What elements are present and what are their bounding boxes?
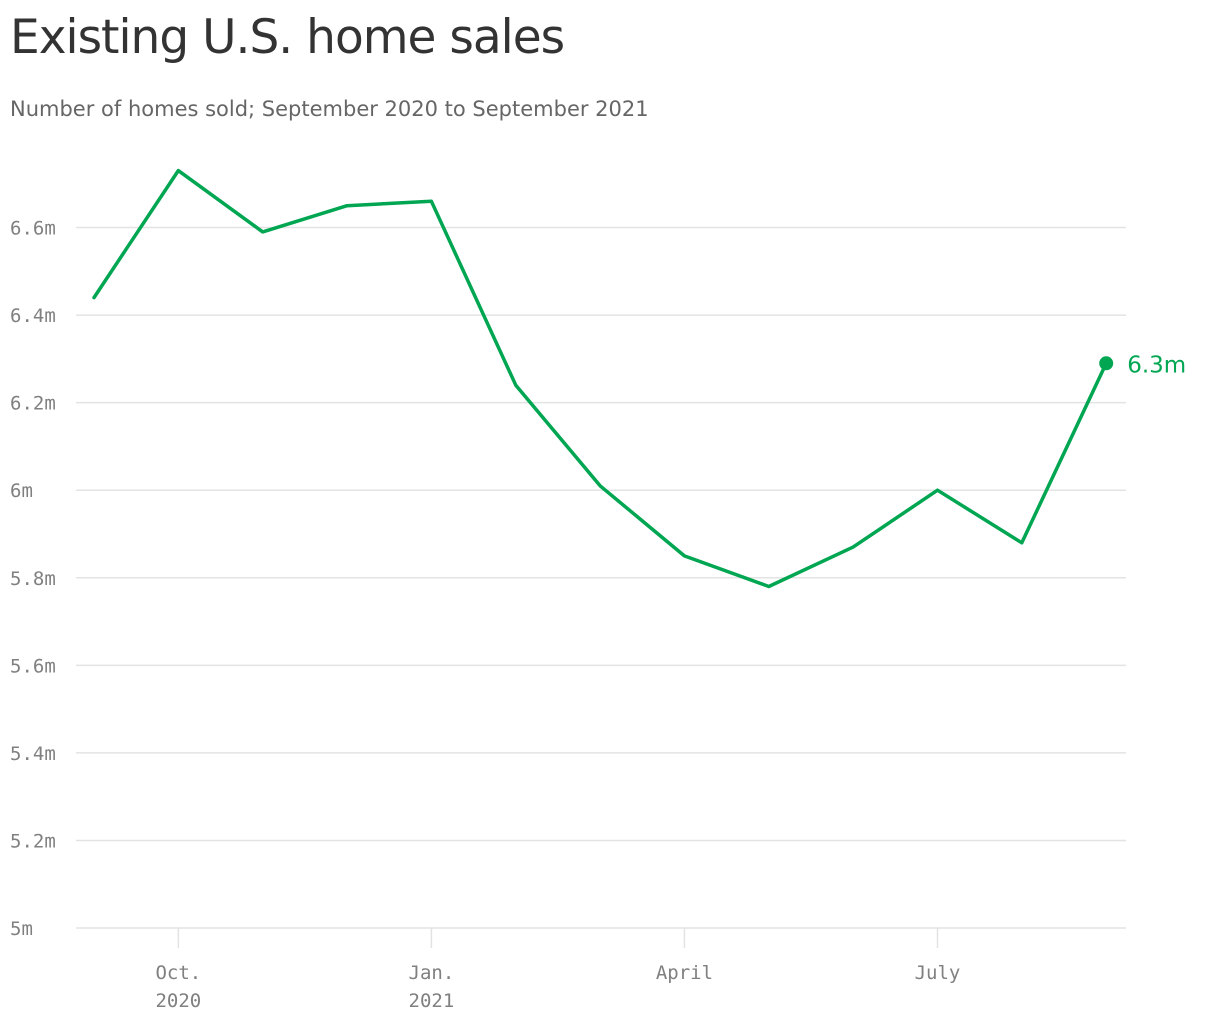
x-axis: Oct. 2020 Jan. 2021 April July [155, 928, 960, 1012]
y-tick-label: 5.2m [10, 830, 56, 852]
series-line [92, 168, 1108, 589]
y-tick-label: 6m [10, 480, 33, 502]
y-tick-label: 5m [10, 918, 33, 940]
chart-title: Existing U.S. home sales [10, 10, 565, 65]
y-axis-labels: 5m 5.2m 5.4m 5.6m 5.8m 6m 6.2m 6.4m 6.6m [10, 218, 56, 940]
y-tick-label: 5.8m [10, 568, 56, 590]
y-gridlines [76, 226, 1126, 929]
y-tick-label: 5.4m [10, 743, 56, 765]
x-tick-label: July [915, 962, 961, 984]
end-value-label: 6.3m [1127, 352, 1186, 378]
x-tick-label: April [656, 962, 713, 984]
x-tick-label: Jan. 2021 [409, 962, 455, 1012]
y-tick-label: 6.4m [10, 305, 56, 327]
x-tick-label: Oct. 2020 [155, 962, 201, 1012]
end-point-marker [1099, 356, 1114, 371]
y-tick-label: 6.6m [10, 218, 56, 240]
chart-subtitle: Number of homes sold; September 2020 to … [10, 97, 649, 121]
y-tick-label: 5.6m [10, 655, 56, 677]
series-home-sales: 6.3m [92, 168, 1186, 589]
y-tick-label: 6.2m [10, 393, 56, 415]
